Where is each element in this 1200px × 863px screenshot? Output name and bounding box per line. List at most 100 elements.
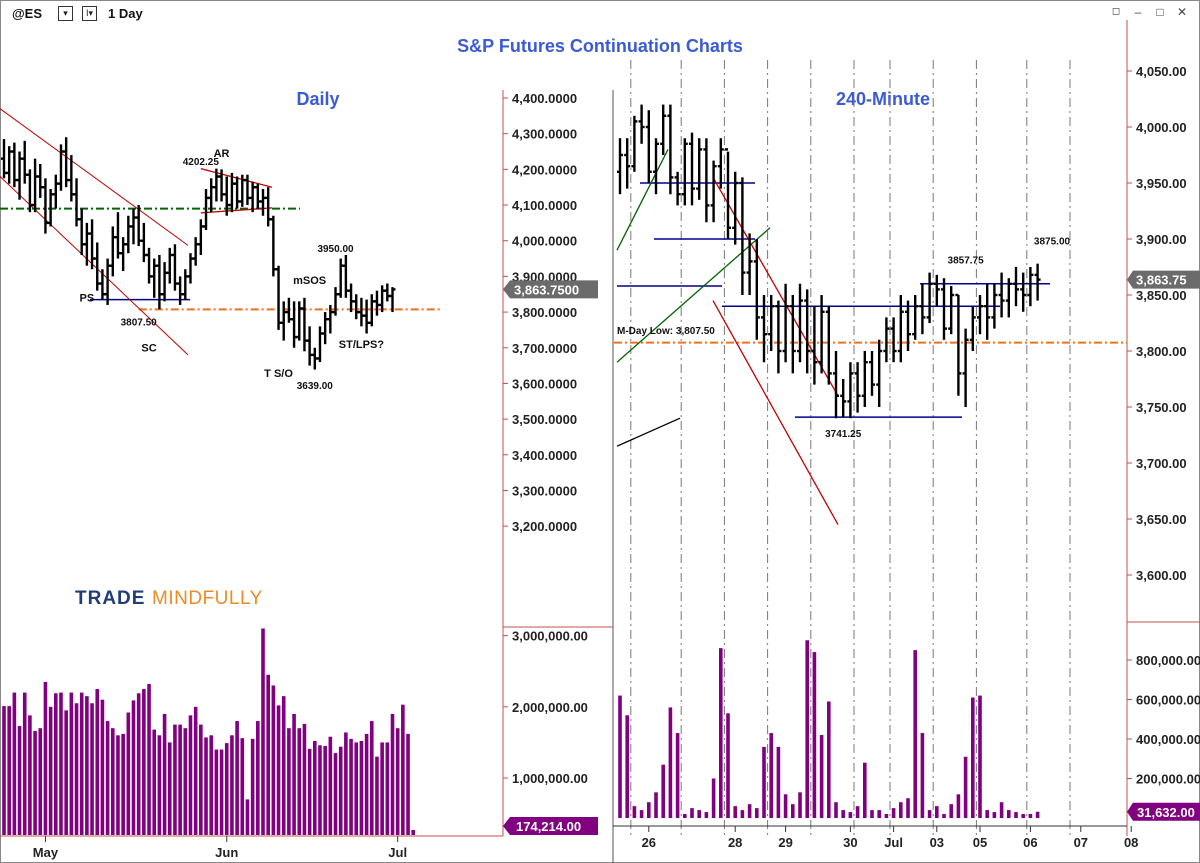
minute-ytick-label: 3,900.00 <box>1136 232 1187 247</box>
daily-volume-bar <box>333 753 338 835</box>
minute-volume-tick-label: 200,000.00 <box>1136 772 1200 787</box>
daily-volume-bar <box>188 715 193 835</box>
minute-volume-bar <box>639 810 644 818</box>
daily-ohlc-bar <box>311 347 318 370</box>
daily-volume-bar <box>162 713 167 835</box>
chevron-down-icon[interactable]: ▾ <box>58 6 73 21</box>
minute-ohlc-bar <box>883 317 890 363</box>
restore-icon[interactable]: ◻ <box>1111 6 1121 17</box>
minute-volume-last-label: 31,632.00 <box>1137 805 1195 820</box>
daily-volume-bar <box>173 724 177 835</box>
daily-volume-bar <box>390 713 395 835</box>
daily-ohlc-bar <box>11 142 18 188</box>
minute-ohlc-bar <box>840 379 847 418</box>
minute-xtick-label: 08 <box>1124 835 1138 850</box>
daily-subtitle: Daily <box>296 89 339 109</box>
minute-volume-bar <box>985 810 989 818</box>
minute-ohlc-bar <box>876 339 883 407</box>
minute-xtick-label: 26 <box>642 835 656 850</box>
minute-ohlc-bar <box>797 283 803 363</box>
minute-xtick-label: 06 <box>1023 835 1037 850</box>
daily-volume-bar <box>338 746 343 835</box>
minute-ohlc-bar <box>1005 278 1012 318</box>
daily-volume-tick-label: 2,000,000.00 <box>512 700 588 715</box>
minute-volume-bar <box>899 802 903 818</box>
minute-volume-bar <box>863 762 867 818</box>
symbol-label[interactable]: @ES <box>12 6 43 21</box>
minute-ohlc-bar <box>919 283 926 335</box>
minute-volume-bar <box>618 695 622 818</box>
minute-volume-bar <box>783 794 788 818</box>
daily-ohlc-bar <box>161 262 168 302</box>
daily-annotation: PS <box>80 292 95 304</box>
daily-volume-bar <box>79 692 84 835</box>
daily-volume-bar <box>385 742 390 835</box>
daily-ytick-label: 4,100.0000 <box>512 198 577 213</box>
minute-volume-bar <box>668 707 673 818</box>
minute-volume-bar <box>747 804 752 818</box>
daily-ohlc-bar <box>146 247 153 284</box>
daily-volume-bar <box>214 749 219 835</box>
interval-label[interactable]: 1 Day <box>108 6 143 21</box>
minute-volume-bar <box>711 778 716 818</box>
minute-xtick-label: 07 <box>1074 835 1088 850</box>
minute-volume-bar <box>949 804 953 818</box>
minute-volume-last-tag <box>1127 802 1200 821</box>
daily-ohlc-bar <box>223 176 230 216</box>
minute-ohlc-bar <box>789 295 796 374</box>
daily-volume-bar <box>100 699 105 835</box>
daily-volume-bar <box>328 736 333 835</box>
daily-ohlc-bar <box>389 287 396 313</box>
minute-annotation: 3857.75 <box>948 256 985 267</box>
minute-ohlc-bar <box>818 295 825 374</box>
minute-ohlc-bar <box>768 295 775 351</box>
daily-ohlc-bar <box>32 158 39 213</box>
daily-volume-bar <box>121 733 125 835</box>
minute-volume-bar <box>942 814 946 818</box>
daily-ohlc-bar <box>140 222 147 263</box>
daily-ytick-label: 4,300.0000 <box>512 127 577 142</box>
minute-xtick-label: 28 <box>728 835 742 850</box>
minute-ohlc-bar <box>739 177 746 295</box>
minute-volume-bar <box>819 735 824 818</box>
close-icon[interactable]: ✕ <box>1176 5 1188 19</box>
minute-ohlc-bar <box>775 300 782 374</box>
bar-type-icon[interactable]: I▾ <box>82 6 97 21</box>
minute-volume-bar <box>697 810 701 818</box>
daily-volume-bar <box>193 706 198 835</box>
minute-black-trend <box>616 417 681 447</box>
minute-volume-bar <box>834 802 838 818</box>
maximize-icon[interactable]: □ <box>1156 5 1164 19</box>
daily-volume-bar <box>116 735 120 835</box>
daily-annotation: ST/LPS? <box>339 339 385 351</box>
minute-volume-bar <box>625 715 629 818</box>
minute-volume-bar <box>884 814 889 818</box>
minute-last-price-label: 3,863.75 <box>1136 273 1187 288</box>
daily-annotation: SC <box>141 342 156 354</box>
daily-ytick-label: 3,200.0000 <box>512 519 577 534</box>
daily-volume-bar <box>302 723 307 835</box>
minute-ohlc-bar <box>1013 267 1019 307</box>
minute-annotation: M-Day Low: 3,807.50 <box>617 326 715 337</box>
minute-volume-tick-label: 400,000.00 <box>1136 732 1200 747</box>
minute-volume-bar <box>791 804 795 818</box>
daily-volume-bar <box>344 732 348 835</box>
minimize-icon[interactable]: – <box>1134 5 1142 19</box>
daily-volume-bar <box>2 706 6 835</box>
minute-channel-lower <box>712 300 839 525</box>
minute-xtick-label: 05 <box>973 835 987 850</box>
minute-volume-bar <box>798 792 802 818</box>
daily-ohlc-bar <box>291 301 298 348</box>
daily-ohlc-bar <box>182 269 189 300</box>
minute-volume-tick-label: 800,000.00 <box>1136 653 1200 668</box>
daily-ytick-label: 3,300.0000 <box>512 483 577 498</box>
minute-ytick-label: 3,800.00 <box>1136 344 1187 359</box>
daily-ohlc-bar <box>280 301 287 341</box>
minute-ytick-label: 4,050.00 <box>1136 64 1187 79</box>
minute-annotation: 3741.25 <box>825 429 862 440</box>
minute-ohlc-bar <box>753 239 760 340</box>
daily-ytick-label: 3,600.0000 <box>512 376 577 391</box>
daily-volume-bar <box>209 735 213 835</box>
minute-volume-bar <box>740 810 745 818</box>
minute-annotation: 3875.00 <box>1034 237 1071 248</box>
